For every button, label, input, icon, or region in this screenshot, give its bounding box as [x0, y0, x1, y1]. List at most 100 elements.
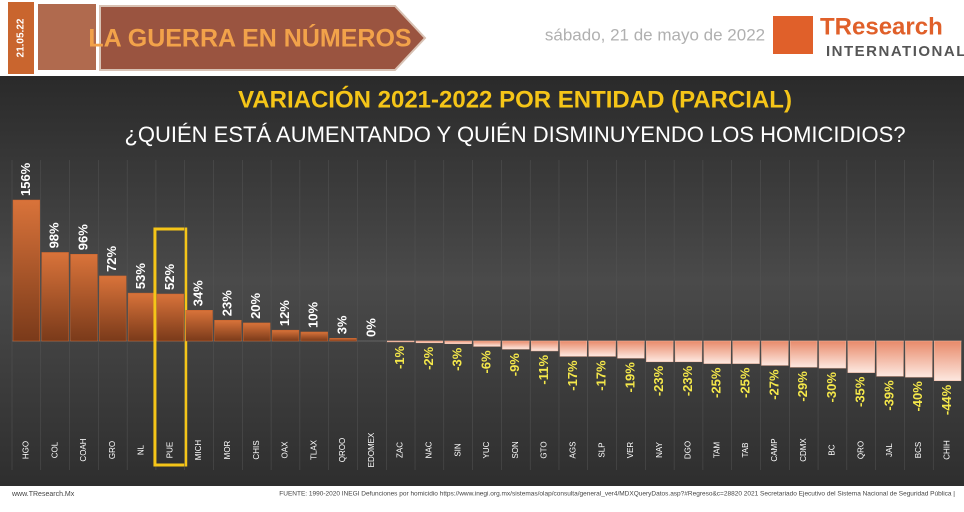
value-label: 34%: [191, 280, 206, 306]
bar: [790, 340, 818, 368]
bar: [127, 292, 156, 342]
banner: LA GUERRA EN NÚMEROS: [88, 23, 411, 53]
bar: [444, 340, 472, 344]
bar: [761, 340, 789, 366]
bar: [933, 340, 962, 382]
value-label: -44%: [939, 384, 954, 415]
x-tick-label: CAMP: [770, 438, 779, 461]
bar: [876, 340, 904, 377]
value-label: -9%: [507, 353, 522, 377]
value-label: -17%: [594, 360, 609, 391]
bar: [156, 293, 184, 342]
value-label: 12%: [277, 300, 292, 326]
bar: [847, 340, 875, 373]
bar: [329, 338, 357, 342]
value-label: -6%: [478, 350, 493, 374]
x-tick-label: NL: [137, 444, 146, 455]
bar: [617, 340, 645, 359]
bar: [386, 340, 415, 343]
x-tick-label: MICH: [194, 440, 203, 461]
value-label: -27%: [766, 369, 781, 400]
bar: [99, 275, 127, 342]
x-tick-label: TAB: [741, 443, 750, 458]
x-tick-label: CHIH: [943, 440, 952, 460]
value-label: 156%: [18, 162, 33, 196]
bar: [214, 319, 242, 342]
bar: [905, 340, 933, 378]
bar: [646, 340, 674, 363]
date-tag: 21.05.22: [16, 18, 27, 57]
value-label: 98%: [47, 222, 62, 248]
x-tick-label: GRO: [108, 441, 117, 459]
x-tick-label: SLP: [597, 442, 606, 457]
value-label: 53%: [133, 263, 148, 289]
x-tick-label: HGO: [22, 441, 31, 459]
bar: [300, 331, 328, 342]
x-tick-label: YUC: [482, 441, 491, 458]
x-tick-label: TLAX: [309, 439, 318, 460]
footer-source: FUENTE: 1990-2020 INEGI Defunciones por …: [279, 491, 955, 498]
x-tick-label: TAM: [712, 442, 721, 459]
value-label: -2%: [421, 346, 436, 370]
bar: [703, 340, 731, 364]
value-label: 52%: [162, 264, 177, 290]
bar: [41, 252, 69, 342]
bar: [70, 253, 98, 342]
map-icon: [38, 4, 96, 70]
value-label: -30%: [824, 372, 839, 403]
value-label: -11%: [536, 355, 551, 385]
footer-site: www.TResearch.Mx: [11, 491, 75, 498]
x-tick-label: SON: [511, 441, 520, 459]
bar: [415, 340, 444, 344]
logo-sub: INTERNATIONAL: [826, 43, 964, 60]
banner-bg: [99, 5, 427, 71]
x-tick-label: ZAC: [396, 442, 405, 458]
bar: [185, 310, 213, 342]
value-label: 3%: [334, 315, 349, 334]
bar: [674, 340, 703, 363]
chart-bg: [0, 76, 964, 486]
x-tick-label: CHIS: [252, 440, 261, 459]
x-tick-label: PUE: [165, 442, 174, 458]
bar: [243, 322, 271, 342]
x-tick-label: COAH: [79, 438, 88, 461]
x-tick-label: QRO: [856, 441, 865, 459]
x-tick-label: JAL: [885, 443, 894, 457]
value-label: 0%: [363, 318, 378, 337]
bar: [530, 340, 559, 352]
bar: [818, 340, 847, 369]
x-tick-label: COL: [50, 441, 59, 458]
plot: 156% HGO 98% COL 96% COAH 72% GRO 53% NL 52% PUE 34%…: [11, 160, 962, 470]
x-tick-label: BCS: [914, 442, 923, 458]
value-label: 20%: [248, 292, 263, 318]
value-label: -23%: [651, 365, 666, 396]
value-label: 72%: [104, 245, 119, 271]
logo-icon: [773, 16, 813, 54]
value-label: -35%: [853, 376, 868, 407]
date-tag-bg: [8, 2, 34, 74]
bar: [502, 340, 530, 350]
bar: [12, 199, 41, 342]
bar: [473, 340, 501, 347]
x-tick-label: OAX: [281, 441, 290, 459]
x-tick-label: AGS: [568, 442, 577, 459]
value-label: 23%: [219, 290, 234, 316]
x-tick-label: VER: [626, 442, 635, 459]
x-tick-label: EDOMEX: [367, 432, 376, 467]
highlight-box: [153, 227, 188, 467]
chart-title: VARIACIÓN 2021-2022 POR ENTIDAD (PARCIAL…: [238, 85, 792, 113]
value-label: -19%: [622, 362, 637, 393]
value-label: -3%: [450, 347, 465, 371]
value-label: -23%: [680, 365, 695, 396]
value-label: -1%: [392, 345, 407, 369]
value-label: -29%: [795, 371, 810, 402]
x-tick-label: SIN: [453, 443, 462, 457]
value-label: -25%: [709, 367, 724, 398]
date: sábado, 21 de mayo de 2022: [545, 25, 765, 44]
value-label: 10%: [306, 302, 321, 328]
value-label: -17%: [565, 360, 580, 391]
x-tick-label: MOR: [223, 440, 232, 459]
value-label: -39%: [881, 380, 896, 411]
value-label: -40%: [910, 381, 925, 412]
